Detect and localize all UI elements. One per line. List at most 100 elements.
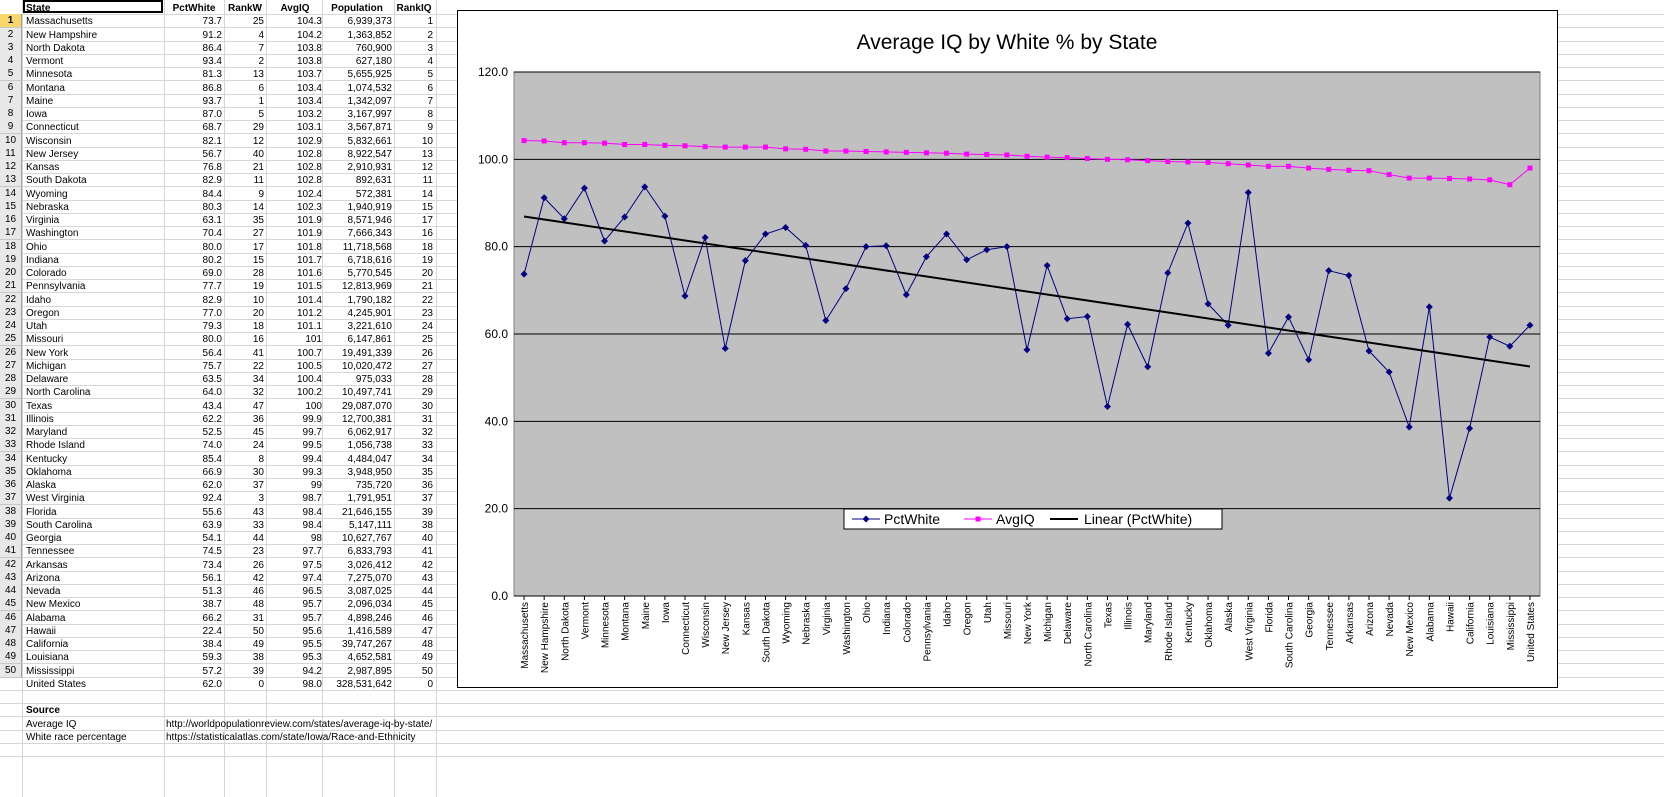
value-cell[interactable]: 28 <box>421 374 433 385</box>
value-cell[interactable]: 99.9 <box>302 413 322 425</box>
row-number[interactable]: 50 <box>0 663 22 678</box>
state-cell[interactable]: Hawaii <box>26 625 57 637</box>
state-cell[interactable]: Pennsylvania <box>26 281 86 293</box>
value-cell[interactable]: 6,147,861 <box>347 334 393 346</box>
row-number[interactable]: 8 <box>0 107 22 121</box>
value-cell[interactable]: 12,700,381 <box>341 413 392 425</box>
value-cell[interactable]: 95.5 <box>302 639 322 650</box>
value-cell[interactable]: 103.1 <box>296 122 322 134</box>
row-number[interactable]: 36 <box>0 478 22 492</box>
value-cell[interactable]: 103.2 <box>296 109 322 120</box>
value-cell[interactable]: 103.4 <box>296 82 322 94</box>
row-number[interactable]: 26 <box>0 345 22 360</box>
state-cell[interactable]: Kentucky <box>26 453 68 465</box>
value-cell[interactable]: 79.3 <box>202 321 222 332</box>
value-cell[interactable]: 34 <box>421 453 433 465</box>
value-cell[interactable]: 28 <box>252 268 264 279</box>
value-cell[interactable]: 46 <box>252 586 264 597</box>
value-cell[interactable]: 1,342,097 <box>347 95 393 107</box>
state-cell[interactable]: New Mexico <box>26 599 81 611</box>
value-cell[interactable]: 10,497,741 <box>341 387 392 399</box>
value-cell[interactable]: 100.5 <box>296 360 322 372</box>
row-number[interactable]: 7 <box>0 93 22 108</box>
value-cell[interactable]: 6,718,616 <box>347 254 393 266</box>
value-cell[interactable]: 6 <box>427 82 433 94</box>
value-cell[interactable]: 1,056,738 <box>347 440 393 452</box>
state-cell[interactable]: Nebraska <box>26 201 69 213</box>
value-cell[interactable]: 1,791,951 <box>347 493 393 505</box>
state-cell[interactable]: North Carolina <box>26 387 91 399</box>
value-cell[interactable]: 99.4 <box>302 453 322 465</box>
value-cell[interactable]: 15 <box>421 201 433 213</box>
state-cell[interactable]: New York <box>26 347 69 359</box>
value-cell[interactable]: 70.4 <box>202 228 222 240</box>
state-cell[interactable]: Connecticut <box>26 122 79 134</box>
value-cell[interactable]: 101.4 <box>296 294 322 306</box>
value-cell[interactable]: 17 <box>252 241 264 253</box>
value-cell[interactable]: 42 <box>252 572 264 584</box>
value-cell[interactable]: 20 <box>421 268 433 279</box>
value-cell[interactable]: 81.3 <box>202 69 222 81</box>
value-cell[interactable]: 73.7 <box>202 16 222 28</box>
value-cell[interactable]: 13 <box>252 69 264 81</box>
value-cell[interactable]: 99.5 <box>302 440 322 452</box>
value-cell[interactable]: 2,987,895 <box>347 665 393 677</box>
row-number[interactable]: 5 <box>0 67 22 82</box>
value-cell[interactable]: 5,655,925 <box>347 69 393 81</box>
column-header-rankw[interactable]: RankW <box>228 3 262 14</box>
value-cell[interactable]: 86.4 <box>202 42 222 54</box>
value-cell[interactable]: 98 <box>310 533 322 544</box>
value-cell[interactable]: 26 <box>252 559 264 571</box>
state-cell[interactable]: Florida <box>26 506 57 518</box>
value-cell[interactable]: 69.0 <box>202 268 222 279</box>
value-cell[interactable]: 80.3 <box>202 201 222 213</box>
value-cell[interactable]: 5,147,111 <box>348 519 392 531</box>
row-number[interactable]: 23 <box>0 305 22 320</box>
value-cell[interactable]: 10,627,767 <box>341 533 392 544</box>
value-cell[interactable]: 102.9 <box>296 135 322 147</box>
state-cell[interactable]: South Carolina <box>26 519 93 531</box>
value-cell[interactable]: 39 <box>252 665 264 677</box>
value-cell[interactable]: 91.2 <box>202 29 222 41</box>
value-cell[interactable]: 6,939,373 <box>347 16 393 28</box>
value-cell[interactable]: 92.4 <box>202 493 222 505</box>
value-cell[interactable]: 66.9 <box>202 466 222 478</box>
state-cell[interactable]: Indiana <box>26 254 59 266</box>
value-cell[interactable]: 19 <box>421 254 433 266</box>
row-number[interactable]: 17 <box>0 226 22 241</box>
state-cell[interactable]: Tennessee <box>26 546 75 558</box>
state-cell[interactable]: Alabama <box>26 612 66 624</box>
value-cell[interactable]: 68.7 <box>202 122 222 134</box>
value-cell[interactable]: 11,718,568 <box>342 241 392 253</box>
state-cell[interactable]: California <box>26 639 69 650</box>
row-number[interactable]: 19 <box>0 252 22 267</box>
value-cell[interactable]: 5,832,661 <box>347 135 393 147</box>
value-cell[interactable]: 1,416,589 <box>347 625 393 637</box>
state-cell[interactable]: Texas <box>26 400 53 412</box>
value-cell[interactable]: 15 <box>252 254 264 266</box>
value-cell[interactable]: 24 <box>421 321 433 332</box>
value-cell[interactable]: 102.8 <box>296 162 322 173</box>
state-cell[interactable]: Wisconsin <box>26 135 72 147</box>
value-cell[interactable]: 4,652,581 <box>347 652 393 664</box>
value-cell[interactable]: 8 <box>427 109 433 120</box>
row-number[interactable]: 39 <box>0 517 22 532</box>
row-number[interactable]: 13 <box>0 173 22 188</box>
value-cell[interactable]: 975,033 <box>355 374 392 385</box>
value-cell[interactable]: 16 <box>421 228 433 240</box>
state-cell[interactable]: Missouri <box>26 334 64 346</box>
value-cell[interactable]: 1,074,532 <box>347 82 393 94</box>
value-cell[interactable]: 40 <box>421 533 433 544</box>
value-cell[interactable]: 63.9 <box>202 519 222 531</box>
value-cell[interactable]: 97.7 <box>302 546 322 558</box>
value-cell[interactable]: 103.8 <box>296 42 322 54</box>
value-cell[interactable]: 6,062,917 <box>347 427 393 438</box>
state-cell[interactable]: North Dakota <box>26 42 85 54</box>
value-cell[interactable]: 57.2 <box>202 665 222 677</box>
value-cell[interactable]: 4 <box>427 56 433 67</box>
value-cell[interactable]: 104.3 <box>296 16 322 28</box>
state-cell[interactable]: Iowa <box>26 109 48 120</box>
value-cell[interactable]: 760,900 <box>355 42 392 54</box>
value-cell[interactable]: 627,180 <box>355 56 392 67</box>
state-cell[interactable]: West Virginia <box>26 493 85 505</box>
